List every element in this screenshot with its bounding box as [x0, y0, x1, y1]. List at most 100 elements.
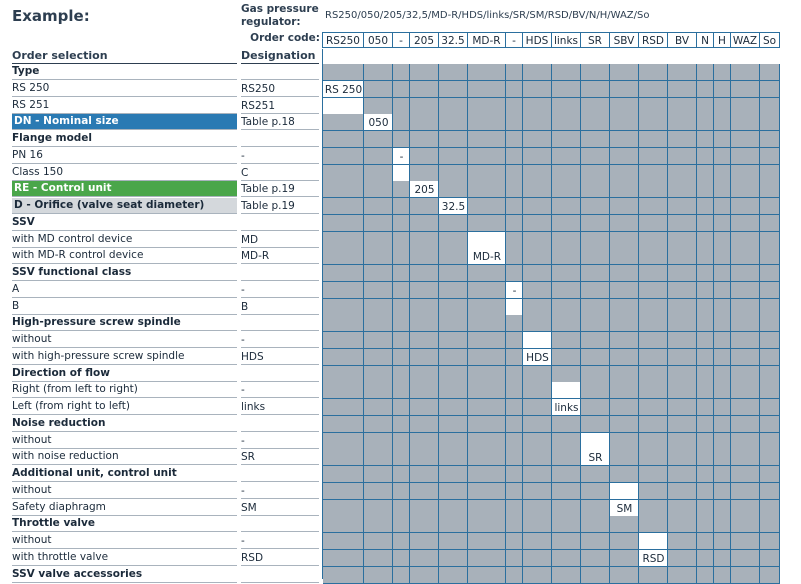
- grid-cell: [668, 299, 697, 316]
- selected-cell: [468, 232, 506, 249]
- grid-cell: [323, 466, 364, 483]
- grid-cell: [506, 81, 523, 98]
- grid-cell: [610, 449, 639, 466]
- grid-cell: [410, 533, 439, 550]
- grid-cell: [439, 449, 468, 466]
- grid-cell: [760, 232, 780, 249]
- option-label: without: [12, 533, 237, 549]
- grid-cell: [439, 433, 468, 450]
- grid-cell: [668, 533, 697, 550]
- designation-cell: RS250: [241, 81, 319, 97]
- grid-cell: [393, 349, 410, 366]
- grid-cell: [760, 265, 780, 282]
- grid-cell: [523, 198, 552, 215]
- grid-cell: [760, 399, 780, 416]
- grid-cell: [697, 299, 714, 316]
- grid-cell: [393, 282, 410, 299]
- grid-cell: [506, 516, 523, 533]
- designation-cell: Table p.19: [241, 198, 319, 214]
- selected-cell: [639, 550, 668, 567]
- grid-cell: [468, 215, 506, 232]
- grid-cell: [364, 332, 393, 349]
- grid-cell: [668, 282, 697, 299]
- designation-cell: [241, 466, 319, 482]
- grid-cell: [668, 114, 697, 131]
- selected-cell: [581, 433, 610, 450]
- order-code-cell: HDS: [523, 32, 552, 48]
- grid-cell: [610, 215, 639, 232]
- grid-cell: [506, 232, 523, 249]
- grid-cell: [439, 248, 468, 265]
- grid-cell: [364, 533, 393, 550]
- grid-cell: [323, 332, 364, 349]
- grid-cell: [393, 215, 410, 232]
- grid-cell: [731, 148, 760, 165]
- grid-cell: [323, 550, 364, 567]
- grid-cell: [639, 416, 668, 433]
- grid-cell: [439, 550, 468, 567]
- grid-cell: [668, 449, 697, 466]
- grid-cell: [731, 349, 760, 366]
- grid-cell: [468, 466, 506, 483]
- grid-cell: [731, 399, 760, 416]
- grid-cell: [364, 399, 393, 416]
- grid-cell: [581, 215, 610, 232]
- grid-cell: [468, 500, 506, 517]
- grid-cell: [639, 148, 668, 165]
- grid-cell: [639, 98, 668, 115]
- grid-cell: [697, 131, 714, 148]
- grid-cell: [323, 483, 364, 500]
- grid-cell: [714, 248, 731, 265]
- designation-cell: -: [241, 433, 319, 449]
- column-header-order-selection: Order selection: [12, 49, 237, 64]
- grid-cell: [364, 516, 393, 533]
- section-heading: Additional unit, control unit: [12, 466, 237, 482]
- grid-cell: [714, 98, 731, 115]
- grid-cell: [468, 516, 506, 533]
- grid-cell: [581, 299, 610, 316]
- grid-cell: [581, 550, 610, 567]
- grid-cell: [323, 265, 364, 282]
- grid-cell: [697, 181, 714, 198]
- option-label: with throttle valve: [12, 550, 237, 566]
- grid-cell: [323, 567, 364, 584]
- grid-cell: [393, 567, 410, 584]
- grid-cell: [581, 366, 610, 383]
- grid-cell: [506, 165, 523, 182]
- designation-cell: [241, 366, 319, 382]
- grid-cell: [552, 449, 581, 466]
- selected-cell: [523, 349, 552, 366]
- grid-cell: [439, 232, 468, 249]
- grid-cell: [410, 148, 439, 165]
- grid-cell: [610, 98, 639, 115]
- grid-cell: [714, 232, 731, 249]
- grid-cell: [552, 332, 581, 349]
- grid-cell: [506, 550, 523, 567]
- order-code-cell: 050: [364, 32, 393, 48]
- grid-cell: [639, 466, 668, 483]
- grid-cell: [731, 382, 760, 399]
- grid-cell: [410, 315, 439, 332]
- selected-cell: [364, 114, 393, 131]
- selected-code-text: RS 250: [324, 84, 363, 96]
- designation-cell: SR: [241, 449, 319, 465]
- grid-cell: [639, 64, 668, 81]
- grid-cell: [668, 64, 697, 81]
- order-code-cell: -: [393, 32, 410, 48]
- grid-cell: [639, 399, 668, 416]
- grid-cell: [714, 299, 731, 316]
- grid-cell: [697, 399, 714, 416]
- option-label: without: [12, 332, 237, 348]
- grid-cell: [468, 299, 506, 316]
- grid-cell: [552, 265, 581, 282]
- grid-cell: [323, 349, 364, 366]
- order-code-cell: MD-R: [468, 32, 506, 48]
- grid-cell: [393, 483, 410, 500]
- selected-cell: [581, 449, 610, 466]
- selected-code-text: 050: [368, 117, 389, 129]
- designation-cell: HDS: [241, 349, 319, 365]
- grid-cell: [760, 198, 780, 215]
- grid-cell: [697, 315, 714, 332]
- designation-cell: -: [241, 483, 319, 499]
- grid-cell: [439, 315, 468, 332]
